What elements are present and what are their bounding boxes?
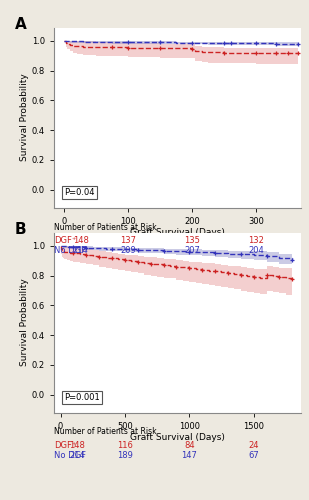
Text: 148: 148 [70, 441, 86, 450]
Text: Number of Patients at Risk: Number of Patients at Risk [54, 428, 157, 436]
Text: 209: 209 [120, 246, 136, 255]
Text: 207: 207 [184, 246, 200, 255]
Text: 148: 148 [73, 236, 89, 245]
Text: 214: 214 [70, 451, 85, 460]
Text: 116: 116 [117, 441, 133, 450]
Y-axis label: Survival Probability: Survival Probability [20, 74, 29, 162]
Text: 135: 135 [184, 236, 200, 245]
X-axis label: Graft Survival (Days): Graft Survival (Days) [130, 228, 225, 237]
Y-axis label: Survival Probability: Survival Probability [20, 278, 29, 366]
Text: Number of Patients at Risk: Number of Patients at Risk [54, 222, 157, 232]
Text: B: B [15, 222, 26, 236]
Text: 132: 132 [248, 236, 264, 245]
Text: 214: 214 [73, 246, 89, 255]
Text: 137: 137 [120, 236, 136, 245]
Text: No DGF: No DGF [54, 246, 86, 255]
Text: DGF⁺: DGF⁺ [54, 441, 76, 450]
Text: 24: 24 [248, 441, 259, 450]
Text: No DGF: No DGF [54, 451, 86, 460]
X-axis label: Graft Survival (Days): Graft Survival (Days) [130, 434, 225, 442]
Text: 204: 204 [248, 246, 264, 255]
Text: P=0.001: P=0.001 [64, 392, 100, 402]
Text: DGF⁺: DGF⁺ [54, 236, 76, 245]
Text: A: A [15, 16, 26, 32]
Text: 189: 189 [117, 451, 133, 460]
Text: 67: 67 [248, 451, 259, 460]
Text: P=0.04: P=0.04 [64, 188, 95, 196]
Text: 84: 84 [184, 441, 195, 450]
Text: 147: 147 [181, 451, 197, 460]
